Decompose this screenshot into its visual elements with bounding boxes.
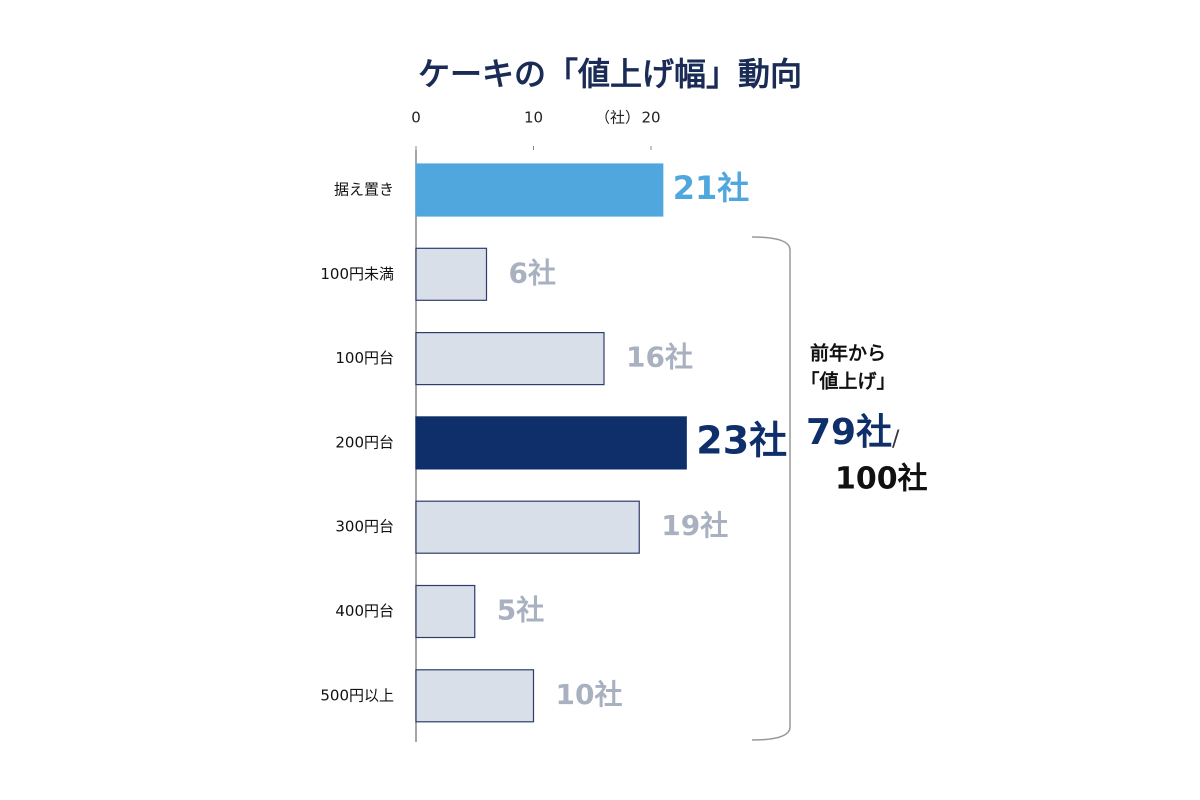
bar — [415, 669, 535, 723]
annotation-total: 100社 — [835, 462, 928, 497]
annotation-count: 79社 — [806, 412, 892, 453]
y-tick-label: 300円台 — [335, 518, 394, 536]
annotation-line: 前年から — [810, 342, 886, 365]
y-tick-label: 100円未満 — [320, 265, 394, 283]
y-tick-label: 100円台 — [335, 349, 394, 367]
x-tick-label: 10 — [524, 109, 543, 127]
bar — [415, 163, 664, 217]
value-label: 6社 — [509, 256, 556, 289]
x-tick-label: 0 — [411, 109, 421, 127]
value-label: 19社 — [661, 509, 728, 542]
bar — [415, 500, 640, 554]
y-tick-label: 500円以上 — [320, 686, 394, 704]
value-label: 10社 — [556, 678, 623, 711]
y-tick-label: 据え置き — [334, 181, 394, 199]
y-tick-label: 200円台 — [335, 433, 394, 451]
annotation-line: 「値上げ」 — [800, 370, 895, 393]
value-label: 23社 — [696, 418, 787, 462]
x-tick-label: 20 — [641, 109, 660, 127]
bracket — [751, 236, 791, 741]
axis-unit: （社） — [595, 109, 640, 127]
bar — [415, 247, 488, 301]
bar — [415, 584, 476, 639]
bar — [415, 416, 687, 470]
value-label: 21社 — [673, 169, 750, 207]
y-tick-label: 400円台 — [335, 602, 394, 620]
value-label: 5社 — [497, 594, 544, 627]
value-label: 16社 — [626, 341, 693, 374]
bar — [415, 332, 605, 386]
chart-title: ケーキの「値上げ幅」動向 — [418, 55, 802, 93]
annotation-separator: / — [892, 427, 900, 452]
